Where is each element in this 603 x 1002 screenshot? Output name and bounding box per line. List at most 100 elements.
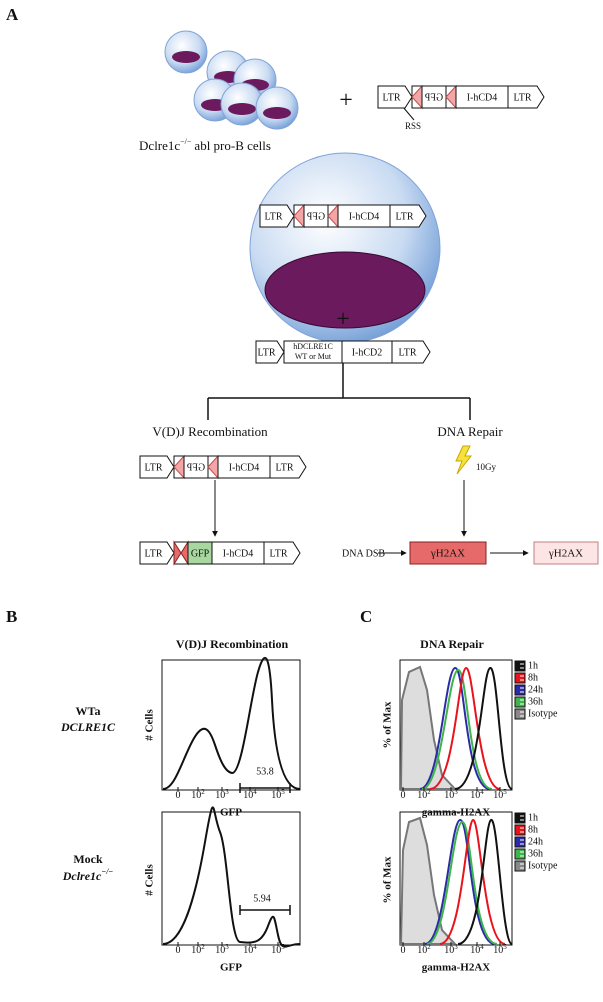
legend-label: Isotype xyxy=(528,860,558,871)
legend-label: 36h xyxy=(528,848,543,859)
ltr xyxy=(263,541,301,565)
legend-swatch xyxy=(514,708,526,720)
tick-label: 103 xyxy=(444,788,458,802)
cell-nucleus xyxy=(228,103,256,115)
histogram xyxy=(429,666,501,790)
tick-exp: 5 xyxy=(503,943,507,951)
histogram xyxy=(439,818,506,945)
row-genotype: DCLRE1C xyxy=(60,720,116,734)
tick-base: 0 xyxy=(401,790,406,801)
tick-label: 102 xyxy=(191,943,205,957)
construct-label: LTR xyxy=(270,548,288,559)
legend-swatch xyxy=(514,836,526,848)
y-axis-label: # Cells xyxy=(144,709,156,741)
cell-label: Dclre1c−/− abl pro-B cells xyxy=(139,137,271,153)
legend-label: 24h xyxy=(528,684,543,695)
construct-label: LTR xyxy=(514,92,532,103)
isotype-histogram xyxy=(399,665,458,790)
construct-label: GFP xyxy=(306,211,325,222)
tick-exp: 3 xyxy=(454,943,458,951)
gh2ax-low: γH2AX xyxy=(548,548,583,560)
connectors xyxy=(207,106,529,556)
tick-exp: 3 xyxy=(454,788,458,796)
cell-name: Dclre1c xyxy=(139,138,180,153)
legend-label: 36h xyxy=(528,696,543,707)
construct-label: LTR xyxy=(145,548,163,559)
construct-label: LTR xyxy=(145,462,163,473)
tick-base: 0 xyxy=(176,790,181,801)
tick-exp: 2 xyxy=(427,943,431,951)
ltr xyxy=(255,340,285,364)
tick-label: 102 xyxy=(417,943,431,957)
gates xyxy=(239,783,291,915)
ltr xyxy=(391,340,431,364)
dose: 10Gy xyxy=(476,462,496,472)
plus: + xyxy=(339,88,353,114)
row-name: WTa xyxy=(76,704,101,718)
construct-label: I-hCD2 xyxy=(352,347,383,358)
construct-label: LTR xyxy=(396,211,414,222)
tick-exp: 4 xyxy=(480,943,484,951)
tick-base: 10 xyxy=(444,790,454,801)
construct-label: GFP xyxy=(191,548,210,559)
tick-label: 102 xyxy=(417,788,431,802)
ltr xyxy=(507,85,545,109)
tick-exp: 5 xyxy=(281,943,285,951)
legend-label: Isotype xyxy=(528,708,558,719)
tick-label: 0 xyxy=(176,945,181,956)
ltr xyxy=(389,204,427,228)
tick-label: 104 xyxy=(243,943,257,957)
panel-title: DNA Repair xyxy=(420,637,484,651)
histogram xyxy=(162,806,301,948)
tick-base: 10 xyxy=(243,945,253,956)
construct-label: WT or Mut xyxy=(295,352,332,361)
gh2ax-low-box xyxy=(533,541,599,565)
legend-swatch xyxy=(514,812,526,824)
legend-label: 24h xyxy=(528,836,543,847)
legend-swatch xyxy=(514,660,526,672)
tick-label: 104 xyxy=(470,788,484,802)
tick-base: 0 xyxy=(401,945,406,956)
gate-value: 5.94 xyxy=(253,893,271,904)
tick-base: 10 xyxy=(271,945,281,956)
dna-dsb: DNA DSB xyxy=(342,548,385,559)
ltr xyxy=(259,204,295,228)
x-axis-label: gamma-H2AX xyxy=(422,962,490,974)
construct-label: I-hCD4 xyxy=(349,211,380,222)
construct-label: GFP xyxy=(424,92,443,103)
tick-label: 0 xyxy=(401,790,406,801)
nucleus xyxy=(264,251,426,329)
tick-label: 105 xyxy=(271,788,285,802)
legend-label: 8h xyxy=(528,672,538,683)
gh2ax-high-box xyxy=(409,541,487,565)
tick-label: 103 xyxy=(444,943,458,957)
tick-exp: 2 xyxy=(201,788,205,796)
tick-label: 102 xyxy=(191,788,205,802)
plot-frame xyxy=(161,811,301,946)
tick-base: 10 xyxy=(271,790,281,801)
tick-label: 105 xyxy=(271,943,285,957)
y-axis-label: % of Max xyxy=(382,856,394,904)
legend-swatch xyxy=(514,672,526,684)
x-axis-label: GFP xyxy=(220,962,242,974)
tick-base: 10 xyxy=(417,945,427,956)
tick-label: 0 xyxy=(176,790,181,801)
legend-label: 8h xyxy=(528,824,538,835)
histogram xyxy=(424,818,496,945)
tick-label: 0 xyxy=(401,945,406,956)
tick-base: 10 xyxy=(191,790,201,801)
construct-label: I-hCD4 xyxy=(223,548,254,559)
y-axis-label: # Cells xyxy=(144,864,156,896)
tick-base: 10 xyxy=(493,790,503,801)
tick-exp: 4 xyxy=(480,788,484,796)
tick-base: 10 xyxy=(215,945,225,956)
lightning xyxy=(455,445,473,475)
ltr xyxy=(139,541,175,565)
construct-label: I-hCD4 xyxy=(467,92,498,103)
row-genotype: Dclre1c−/− xyxy=(62,867,114,883)
cell-sup: −/− xyxy=(180,137,192,146)
branch-label: DNA Repair xyxy=(437,424,503,439)
histogram xyxy=(162,657,301,790)
tick-label: 103 xyxy=(215,943,229,957)
